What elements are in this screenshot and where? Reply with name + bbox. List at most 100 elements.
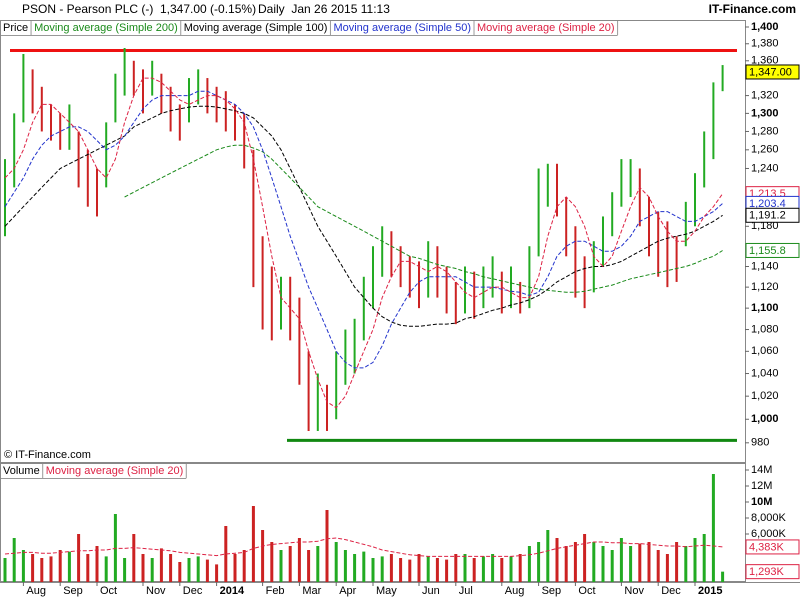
- y-tick-label: 1,240: [751, 162, 779, 174]
- volume-bar: [693, 538, 697, 582]
- volume-bar: [371, 558, 375, 582]
- volume-bar: [178, 562, 182, 582]
- volume-bar: [454, 554, 458, 582]
- volume-bar: [527, 546, 531, 582]
- y-tick-label: 1,260: [751, 144, 779, 156]
- y-tick-label: 1,080: [751, 323, 779, 335]
- legend-entry: Volume: [3, 465, 40, 477]
- last-value-box: [745, 207, 800, 223]
- last-value-box: [745, 564, 800, 580]
- last-value-label: 1,293K: [749, 566, 785, 578]
- volume-bar: [435, 558, 439, 582]
- volume-bar: [583, 534, 587, 582]
- x-tick-label: Nov: [146, 585, 166, 597]
- volume-bar: [546, 530, 550, 582]
- y-tick-label: 14M: [751, 464, 772, 476]
- legend-entry: Moving average (Simple 100): [184, 22, 328, 34]
- copyright: © IT-Finance.com: [4, 449, 91, 461]
- volume-bar: [362, 551, 366, 582]
- moving-average-line: [4, 77, 724, 409]
- volume-bar: [307, 550, 311, 582]
- volume-bar: [491, 554, 495, 582]
- volume-bar: [601, 546, 605, 582]
- y-tick-label: 1,320: [751, 89, 779, 101]
- volume-bar: [233, 554, 237, 582]
- last-value-box: [745, 64, 800, 80]
- volume-bar: [481, 556, 485, 582]
- last-value-label: 4,383K: [749, 541, 785, 553]
- volume-bar: [205, 559, 209, 582]
- x-tick-label: May: [376, 585, 397, 597]
- volume-bar: [141, 554, 145, 582]
- volume-bar: [21, 550, 25, 582]
- volume-bar: [261, 530, 265, 582]
- volume-bar: [123, 558, 127, 582]
- volume-bar: [463, 554, 467, 582]
- volume-bar: [95, 546, 99, 582]
- volume-bar: [675, 542, 679, 582]
- volume-bar: [215, 564, 219, 582]
- x-tick-label: Sep: [63, 585, 83, 597]
- volume-bar: [150, 558, 154, 582]
- x-tick-label: 2014: [220, 585, 245, 597]
- x-tick-label: 2015: [698, 585, 722, 597]
- volume-bar: [721, 571, 725, 582]
- y-tick-label: 10M: [751, 496, 772, 508]
- volume-bar: [325, 510, 329, 582]
- volume-bar: [251, 506, 255, 582]
- y-tick-label: 1,040: [751, 367, 779, 379]
- y-tick-label: 1,300: [751, 107, 779, 119]
- volume-bar: [537, 542, 541, 582]
- volume-bar: [638, 543, 642, 582]
- last-value-box: [745, 242, 800, 258]
- y-tick-label: 1,020: [751, 390, 779, 402]
- volume-bar: [58, 550, 62, 582]
- volume-bar: [86, 554, 90, 582]
- volume-bar: [417, 554, 421, 582]
- volume-bar: [472, 558, 476, 582]
- volume-bar: [270, 542, 274, 582]
- last-value-box: [745, 539, 800, 555]
- legend-entry: Moving average (Simple 20): [46, 465, 184, 477]
- x-tick-label: Nov: [624, 585, 644, 597]
- price-panel: [0, 20, 746, 463]
- volume-bar: [380, 556, 384, 582]
- moving-average-line: [124, 144, 723, 293]
- legend-entry: Moving average (Simple 50): [333, 22, 471, 34]
- y-tick-label: 12M: [751, 480, 772, 492]
- volume-bar: [555, 538, 559, 582]
- y-tick-label: 980: [751, 437, 769, 449]
- volume-bar: [500, 558, 504, 582]
- x-tick-label: Dec: [183, 585, 203, 597]
- volume-bar: [619, 538, 623, 582]
- volume-bar: [12, 538, 16, 582]
- volume-bar: [77, 534, 81, 582]
- last-value-label: 1,191.2: [749, 210, 786, 222]
- y-tick-label: 1,000: [751, 413, 779, 425]
- volume-bar: [67, 551, 71, 582]
- legend-entry: Moving average (Simple 20): [477, 22, 615, 34]
- x-tick-label: Aug: [505, 585, 525, 597]
- last-value-label: 1,347.00: [749, 66, 792, 78]
- volume-bar: [297, 538, 301, 582]
- volume-bar: [509, 556, 513, 582]
- volume-bar: [399, 558, 403, 582]
- volume-bar: [40, 558, 44, 582]
- volume-bar: [408, 559, 412, 582]
- x-tick-label: Aug: [26, 585, 46, 597]
- volume-bar: [445, 559, 449, 582]
- x-tick-label: Jul: [459, 585, 473, 597]
- volume-bar: [132, 534, 136, 582]
- moving-average-line: [4, 90, 723, 369]
- y-tick-label: 8,000K: [751, 512, 787, 524]
- x-tick-label: Dec: [661, 585, 681, 597]
- volume-bar: [31, 554, 35, 582]
- moving-average-line: [4, 537, 723, 557]
- volume-bar: [711, 474, 715, 582]
- quote: 1,347.00 (-0.15%): [160, 2, 256, 16]
- legend-entry: Moving average (Simple 200): [34, 22, 178, 34]
- y-tick-label: 1,180: [751, 220, 779, 232]
- legend-entry: Price: [3, 22, 28, 34]
- x-tick-label: Oct: [100, 585, 117, 597]
